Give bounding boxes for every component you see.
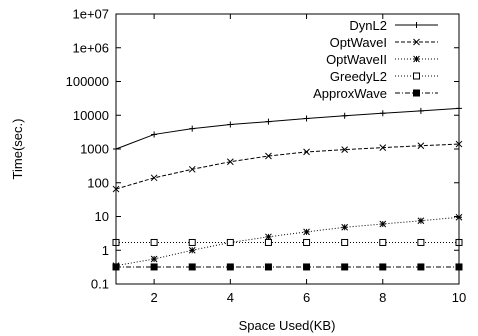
legend: DynL2 OptWaveI OptWaveII GreedyL2 ApproxWave	[313, 18, 438, 101]
y-tick-label: 100000	[66, 74, 109, 89]
data-point-approxwave	[379, 263, 387, 271]
data-point-approxwave	[264, 263, 272, 271]
series-line-optwaveii	[115, 216, 460, 267]
data-point-optwavei	[417, 142, 425, 150]
data-point-optwaveii	[417, 217, 425, 225]
data-point-approxwave	[188, 263, 196, 271]
legend-label-approxwave: ApproxWave	[313, 86, 387, 101]
data-point-approxwave	[417, 263, 425, 271]
data-point-optwaveii	[341, 223, 349, 231]
y-axis-label: Time(sec.)	[10, 119, 25, 180]
legend-label-optwaveii: OptWaveII	[326, 52, 387, 67]
x-tick-label: 2	[150, 290, 157, 305]
data-point-approxwave	[150, 263, 158, 271]
axis-ticks: 0.1 1 10 100 1000 10000 100000 1e+06 1e+07 2 4 6 8 10	[66, 7, 467, 306]
data-point-optwavei	[226, 158, 234, 166]
data-point-optwaveii	[265, 233, 272, 241]
data-point-dynl2	[227, 121, 234, 128]
y-tick-label: 1e+07	[72, 7, 109, 22]
data-point-optwavei	[379, 144, 387, 151]
legend-marker-optwavei	[413, 38, 420, 46]
data-point-dynl2	[341, 112, 348, 119]
data-point-optwavei	[188, 165, 196, 173]
legend-marker-greedyl2	[413, 72, 420, 80]
legend-marker-approxwave	[413, 89, 420, 97]
y-tick-label: 1	[102, 243, 109, 258]
y-tick-label: 1e+06	[72, 40, 109, 55]
legend-marker-dynl2	[413, 22, 420, 28]
data-point-approxwave	[226, 263, 234, 271]
data-point-dynl2	[417, 107, 424, 114]
data-point-greedyl2	[341, 238, 349, 246]
x-axis-label: Space Used(KB)	[239, 318, 336, 333]
data-point-dynl2	[379, 110, 386, 117]
data-point-greedyl2	[264, 238, 272, 246]
y-tick-label: 0.1	[91, 277, 109, 292]
y-tick-label: 10000	[73, 108, 109, 123]
legend-label-dynl2: DynL2	[349, 18, 387, 33]
data-point-dynl2	[151, 131, 158, 138]
series-line-optwavei	[115, 143, 460, 190]
data-series	[112, 105, 463, 271]
x-tick-label: 6	[303, 290, 310, 305]
data-point-optwavei	[341, 146, 349, 153]
data-point-optwavei	[265, 152, 272, 160]
data-point-dynl2	[265, 118, 272, 125]
data-point-dynl2	[189, 125, 196, 132]
x-tick-label: 8	[379, 290, 386, 305]
y-tick-label: 100	[87, 175, 109, 190]
data-point-greedyl2	[226, 238, 234, 246]
data-point-optwaveii	[303, 228, 310, 236]
data-point-dynl2	[303, 115, 310, 122]
data-point-optwaveii	[379, 220, 387, 228]
x-tick-label: 10	[452, 290, 466, 305]
legend-label-optwavei: OptWaveI	[330, 35, 387, 50]
data-point-optwavei	[303, 148, 310, 156]
data-point-greedyl2	[379, 238, 387, 246]
legend-label-greedyl2: GreedyL2	[330, 69, 387, 84]
y-tick-label: 10	[95, 209, 109, 224]
plot-frame	[115, 13, 460, 285]
x-tick-label: 4	[227, 290, 234, 305]
data-point-greedyl2	[303, 238, 311, 246]
data-point-optwaveii	[150, 255, 158, 263]
series-line-dynl2	[115, 107, 460, 150]
data-point-greedyl2	[150, 238, 158, 246]
data-point-greedyl2	[417, 238, 425, 246]
data-point-approxwave	[341, 263, 349, 271]
data-point-optwavei	[150, 174, 158, 182]
y-tick-label: 1000	[80, 142, 109, 157]
data-point-optwaveii	[188, 246, 196, 254]
data-point-approxwave	[303, 263, 311, 271]
data-point-greedyl2	[188, 238, 196, 246]
legend-marker-optwaveii	[413, 55, 420, 63]
